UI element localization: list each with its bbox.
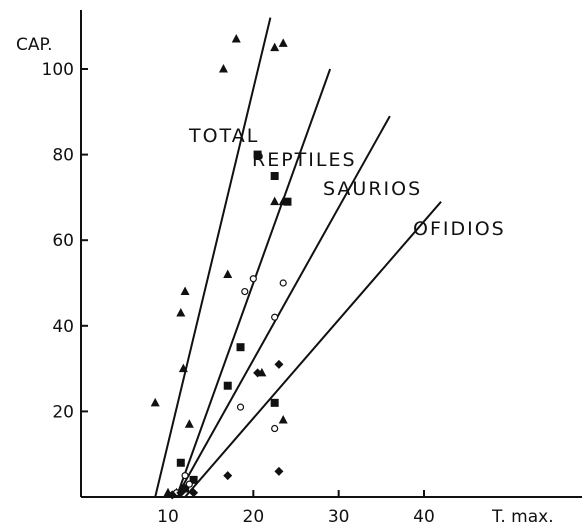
data-point-ofidios	[274, 359, 284, 369]
ticks: 20 40 60 80 100 10 20 30 40	[42, 60, 435, 527]
data-point-ofidios	[176, 488, 186, 498]
data-points	[150, 34, 292, 500]
data-point-total	[218, 64, 228, 73]
data-point-ofidios	[274, 466, 284, 476]
data-point-reptiles	[270, 398, 279, 407]
data-point-reptiles	[236, 343, 245, 352]
data-point-saurios	[185, 480, 193, 488]
data-point-total	[278, 38, 288, 47]
data-point-ofidios	[223, 471, 233, 481]
data-point-total	[184, 419, 194, 428]
axes	[80, 10, 582, 498]
data-point-saurios	[241, 287, 249, 296]
series-label-total: TOTAL	[188, 125, 259, 147]
data-point-total	[178, 363, 188, 373]
data-point-ofidios	[167, 490, 177, 500]
y-tick-label: 80	[52, 146, 74, 166]
data-point-reptiles	[270, 172, 279, 180]
y-tick-label: 40	[52, 317, 74, 337]
y-tick-label: 20	[52, 402, 74, 422]
regression-line-reptiles	[175, 68, 332, 498]
x-tick-label: 20	[243, 507, 265, 527]
data-point-total	[176, 307, 186, 317]
data-point-reptiles	[283, 197, 292, 206]
data-point-reptiles	[223, 381, 232, 390]
y-axis-label: CAP.	[16, 35, 53, 55]
data-point-reptiles	[253, 150, 262, 159]
data-point-total	[278, 414, 288, 424]
data-point-total	[270, 196, 280, 206]
regression-line-ofidios	[184, 201, 442, 498]
data-point-reptiles	[189, 475, 198, 484]
data-point-saurios	[181, 472, 189, 480]
series-label-ofidios: OFIDIOS	[413, 218, 506, 240]
data-point-total	[180, 286, 190, 296]
data-point-saurios	[271, 424, 279, 433]
x-tick-label: 10	[157, 507, 179, 527]
x-axis-label: T. max.	[491, 507, 554, 527]
data-point-total	[150, 397, 160, 407]
data-point-saurios	[236, 403, 245, 411]
data-point-ofidios	[189, 488, 199, 498]
data-point-reptiles	[176, 458, 185, 467]
data-point-total	[231, 34, 241, 43]
data-point-saurios	[271, 313, 279, 321]
x-tick-label: 30	[328, 507, 350, 527]
y-tick-label: 60	[52, 231, 74, 251]
series-label-reptiles: REPTILES	[252, 149, 357, 171]
data-point-saurios	[279, 279, 287, 287]
data-point-ofidios	[253, 368, 263, 378]
regression-line-saurios	[175, 115, 391, 498]
data-point-total	[223, 269, 233, 278]
x-tick-label: 40	[413, 507, 435, 527]
series-label-saurios: SAURIOS	[323, 178, 422, 200]
y-tick-label: 100	[42, 60, 74, 80]
data-point-saurios	[249, 275, 257, 283]
regression-line-total	[154, 17, 272, 498]
series-lines	[154, 17, 442, 498]
data-point-total	[270, 42, 280, 52]
